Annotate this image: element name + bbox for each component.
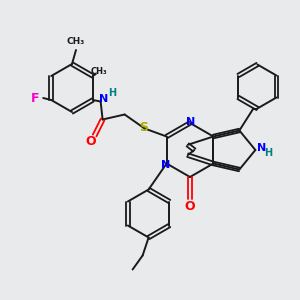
Text: N: N xyxy=(99,94,108,103)
Text: H: H xyxy=(264,148,272,158)
Text: N: N xyxy=(161,160,170,170)
Text: CH₃: CH₃ xyxy=(91,68,107,76)
Text: O: O xyxy=(85,135,96,148)
Text: CH₃: CH₃ xyxy=(67,38,85,46)
Text: O: O xyxy=(185,200,195,214)
Text: S: S xyxy=(139,121,148,134)
Text: F: F xyxy=(31,92,40,104)
Text: N: N xyxy=(186,117,196,127)
Text: N: N xyxy=(257,143,266,153)
Text: H: H xyxy=(109,88,117,98)
